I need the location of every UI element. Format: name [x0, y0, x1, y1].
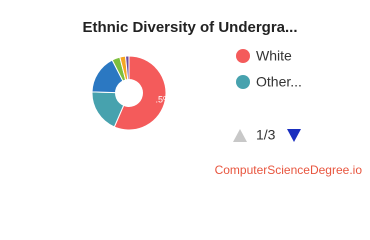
legend: White Other... — [236, 48, 302, 90]
legend-label: Other... — [256, 74, 302, 90]
source: ComputerScienceDegree.io — [215, 163, 363, 177]
donut: .5% — [91, 55, 171, 131]
legend-swatch — [236, 75, 250, 89]
donut-hole — [115, 79, 143, 107]
chart: Ethnic Diversity of Undergra... .5% Whit… — [82, 19, 363, 177]
chart-title: Ethnic Diversity of Undergra... — [82, 19, 297, 36]
legend-swatch — [236, 49, 250, 63]
legend-page: 1/3 — [256, 127, 276, 143]
legend-label: White — [256, 48, 292, 64]
page-up[interactable] — [233, 129, 247, 142]
page-down[interactable] — [287, 129, 301, 142]
value-label: .5% — [155, 94, 171, 104]
